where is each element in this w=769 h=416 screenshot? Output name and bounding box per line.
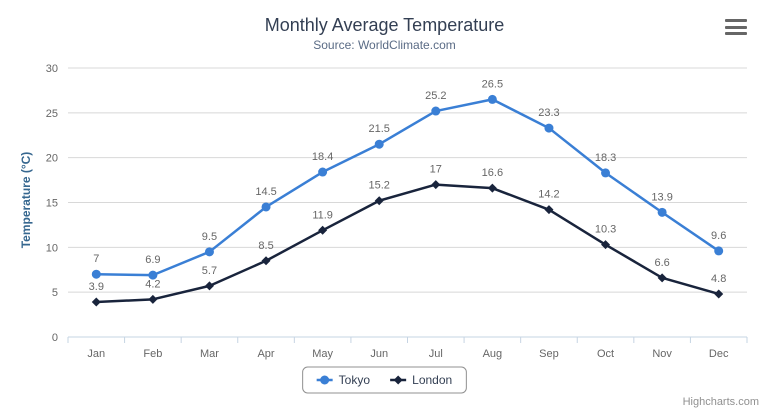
x-tick-label: Jan: [87, 348, 105, 360]
menu-bar-3: [725, 32, 747, 35]
y-tick-label: 25: [46, 108, 58, 120]
marker-tokyo: [487, 94, 497, 104]
x-tick-label: Jul: [429, 348, 443, 360]
data-label-tokyo: 23.3: [538, 107, 559, 119]
hamburger-menu-icon[interactable]: [725, 17, 749, 37]
series-line-tokyo: [95, 98, 720, 277]
data-label-tokyo: 25.2: [425, 90, 446, 102]
data-label-tokyo: 9.5: [202, 231, 217, 243]
marker-tokyo: [91, 269, 101, 279]
data-label-tokyo: 14.5: [255, 186, 276, 198]
marker-tokyo: [148, 270, 158, 280]
data-label-london: 10.3: [595, 224, 616, 236]
y-tick-label: 0: [52, 332, 58, 344]
x-tick-label: Oct: [597, 348, 614, 360]
marker-london: [601, 240, 611, 250]
marker-tokyo: [714, 246, 724, 256]
data-label-london: 8.5: [258, 240, 273, 252]
data-label-tokyo: 6.9: [145, 254, 160, 266]
marker-tokyo: [544, 123, 554, 133]
y-axis-tick-labels: 0 5 10 15 20 25 30: [46, 63, 58, 344]
legend-marker: [393, 375, 403, 385]
chart-subtitle: Source: WorldClimate.com: [313, 38, 456, 52]
marker-london: [714, 289, 724, 299]
data-label-london: 3.9: [89, 281, 104, 293]
marker-tokyo: [261, 202, 271, 212]
series-markers: [91, 94, 724, 307]
marker-london: [544, 205, 554, 215]
menu-bar-1: [725, 19, 747, 22]
marker-tokyo: [657, 207, 667, 217]
legend-item-tokyo[interactable]: Tokyo: [316, 373, 371, 387]
gridlines: [68, 67, 747, 293]
marker-tokyo: [318, 167, 328, 177]
legend-label: Tokyo: [339, 373, 371, 387]
x-tick-label: Sep: [539, 348, 559, 360]
x-tick-label: Feb: [143, 348, 162, 360]
chart-title: Monthly Average Temperature: [264, 15, 505, 35]
marker-tokyo: [374, 139, 384, 149]
data-label-tokyo: 21.5: [368, 123, 389, 135]
data-label-london: 4.8: [711, 273, 726, 285]
marker-tokyo: [204, 247, 214, 257]
data-label-tokyo: 18.3: [595, 152, 616, 164]
marker-tokyo: [601, 168, 611, 178]
y-tick-label: 10: [46, 242, 58, 254]
data-label-london: 4.2: [145, 278, 160, 290]
marker-london: [204, 281, 214, 291]
marker-london: [374, 196, 384, 206]
marker-london: [487, 183, 497, 193]
data-label-london: 14.2: [538, 189, 559, 201]
data-label-london: 5.7: [202, 265, 217, 277]
x-tick-label: Dec: [709, 348, 729, 360]
legend-marker: [320, 375, 330, 385]
x-tick-label: May: [312, 348, 333, 360]
chart-legend[interactable]: Tokyo London: [302, 366, 467, 394]
y-tick-label: 30: [46, 63, 58, 75]
series-data-labels: 7 6.9 9.5 14.5 18.4 21.5 25.2 26.5 23.3 18.3 13.9 9…: [89, 78, 727, 293]
y-axis-title: Temperature (°C): [19, 152, 33, 249]
data-label-london: 15.2: [368, 180, 389, 192]
marker-tokyo: [431, 106, 441, 116]
legend-item-london[interactable]: London: [390, 373, 452, 387]
data-label-london: 11.9: [312, 209, 333, 221]
marker-london: [657, 273, 667, 283]
marker-london: [261, 256, 271, 266]
data-label-london: 17: [430, 164, 442, 176]
x-tick-label: Nov: [652, 348, 672, 360]
x-tick-label: Aug: [483, 348, 503, 360]
marker-london: [91, 297, 101, 307]
y-tick-label: 5: [52, 287, 58, 299]
x-tick-label: Apr: [257, 348, 274, 360]
y-tick-label: 20: [46, 153, 58, 165]
marker-london: [148, 294, 158, 304]
data-label-tokyo: 13.9: [651, 191, 672, 203]
data-label-tokyo: 9.6: [711, 230, 726, 242]
series-lines: [95, 98, 720, 304]
data-label-london: 16.6: [482, 167, 503, 179]
x-tick-label: Jun: [370, 348, 388, 360]
x-axis-tick-labels: Jan Feb Mar Apr May Jun Jul Aug Sep Oct Nov Dec: [87, 348, 729, 360]
x-axis: [67, 336, 748, 343]
data-label-tokyo: 7: [93, 253, 99, 265]
legend-box: [302, 366, 467, 394]
x-tick-label: Mar: [200, 348, 219, 360]
marker-london: [318, 225, 328, 235]
marker-london: [431, 180, 441, 190]
credits-label: Highcharts.com: [682, 396, 759, 408]
data-label-tokyo: 26.5: [482, 78, 503, 90]
data-label-london: 6.6: [654, 257, 669, 269]
data-label-tokyo: 18.4: [312, 151, 333, 163]
legend-label: London: [412, 373, 452, 387]
menu-bar-2: [725, 25, 747, 29]
y-tick-label: 15: [46, 198, 58, 210]
series-line-london: [95, 183, 720, 304]
